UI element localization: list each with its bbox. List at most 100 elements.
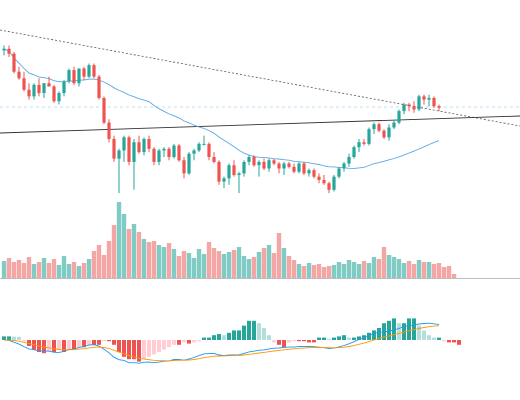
candle-body [162,148,166,151]
macd-histogram-bar [177,340,181,345]
candle-body [412,106,416,110]
macd-histogram-bar [372,330,376,340]
macd-histogram-bar [272,340,276,343]
macd-histogram-bar [417,325,421,340]
macd-histogram-bar [332,337,336,340]
macd-histogram-bar [77,340,81,348]
candle-body [87,65,91,77]
volume-bar [441,267,447,278]
macd-histogram-bar [247,320,251,340]
candle-body [377,124,381,131]
candle-body [267,160,271,169]
candle-body [207,143,211,157]
macd-histogram-bar [347,337,351,340]
candle-body [42,83,46,94]
candle-body [257,161,261,166]
candle-body [387,127,391,138]
volume-bar [51,259,57,278]
volume-bar [251,257,257,278]
candle-body [272,160,276,164]
volume-bar [81,263,87,278]
macd-layer [2,318,461,364]
volume-bar [111,225,117,278]
macd-histogram-bar [432,337,436,340]
volume-bar [391,257,397,278]
candle-body [22,78,26,90]
candle-body [337,168,341,177]
volume-bar [166,243,172,278]
volume-bar [121,214,127,278]
candle-body [7,48,11,54]
macd-histogram-bar [62,340,66,352]
volume-bar [41,258,47,278]
volume-bar [156,245,162,278]
candle-body [282,163,286,169]
macd-histogram-bar [337,336,341,340]
candle-body [152,148,156,162]
macd-histogram-bar [427,335,431,340]
macd-histogram-bar [112,340,116,345]
volume-bar [321,267,327,278]
volume-bar [271,253,277,278]
macd-histogram-bar [17,336,21,340]
macd-histogram-bar [87,340,91,345]
candle-body [27,89,31,97]
macd-histogram-bar [192,340,196,343]
macd-histogram-bar [197,340,201,342]
candle-body [102,97,106,123]
macd-histogram-bar [127,340,131,360]
volume-bar [246,259,252,278]
volume-bar [316,264,322,278]
volume-bar [61,256,67,278]
macd-histogram-bar [442,340,446,342]
macd-histogram-bar [117,340,121,352]
volume-bar [206,242,212,278]
macd-histogram-bar [2,336,6,340]
candle-body [252,157,256,166]
moving-average-layer [3,48,440,169]
volume-bar [361,261,367,278]
volume-bar [221,254,227,278]
volume-bar [181,251,187,278]
candle-body [197,143,201,151]
macd-histogram-bar [122,340,126,357]
volume-bar [46,263,52,278]
macd-histogram-bar [97,340,101,345]
volume-bar [36,262,42,278]
volume-bar [336,262,342,278]
candle-body [262,161,266,169]
macd-histogram-bar [147,340,151,357]
macd-histogram-bar [342,335,346,340]
volume-bar [326,266,332,278]
candle-body [382,130,386,138]
candle-body [222,178,226,182]
volume-bar [241,256,247,278]
volume-bar [191,258,197,278]
macd-histogram-bar [157,340,161,352]
volume-bar [311,265,317,278]
macd-histogram-bar [82,340,86,348]
candle-body [72,70,76,84]
macd-histogram-bar [7,336,11,340]
candle-body [132,142,136,162]
volume-bar [446,266,452,278]
macd-histogram-bar [137,340,141,362]
volume-bar [396,259,402,278]
volume-bar [151,241,157,278]
volume-bar [211,248,217,278]
candle-body [232,165,236,176]
volume-bar [116,202,122,278]
candle-body [342,163,346,169]
candle-body [297,163,301,172]
candle-body [362,142,366,144]
candle-body [67,70,71,82]
volume-bar [356,264,362,278]
candle-body [407,104,411,107]
macd-histogram-bar [22,340,26,342]
candle-body [417,96,421,110]
macd-histogram-bar [172,340,176,345]
macd-histogram-bar [327,338,331,340]
macd-histogram-bar [267,335,271,340]
macd-histogram-bar [277,340,281,345]
